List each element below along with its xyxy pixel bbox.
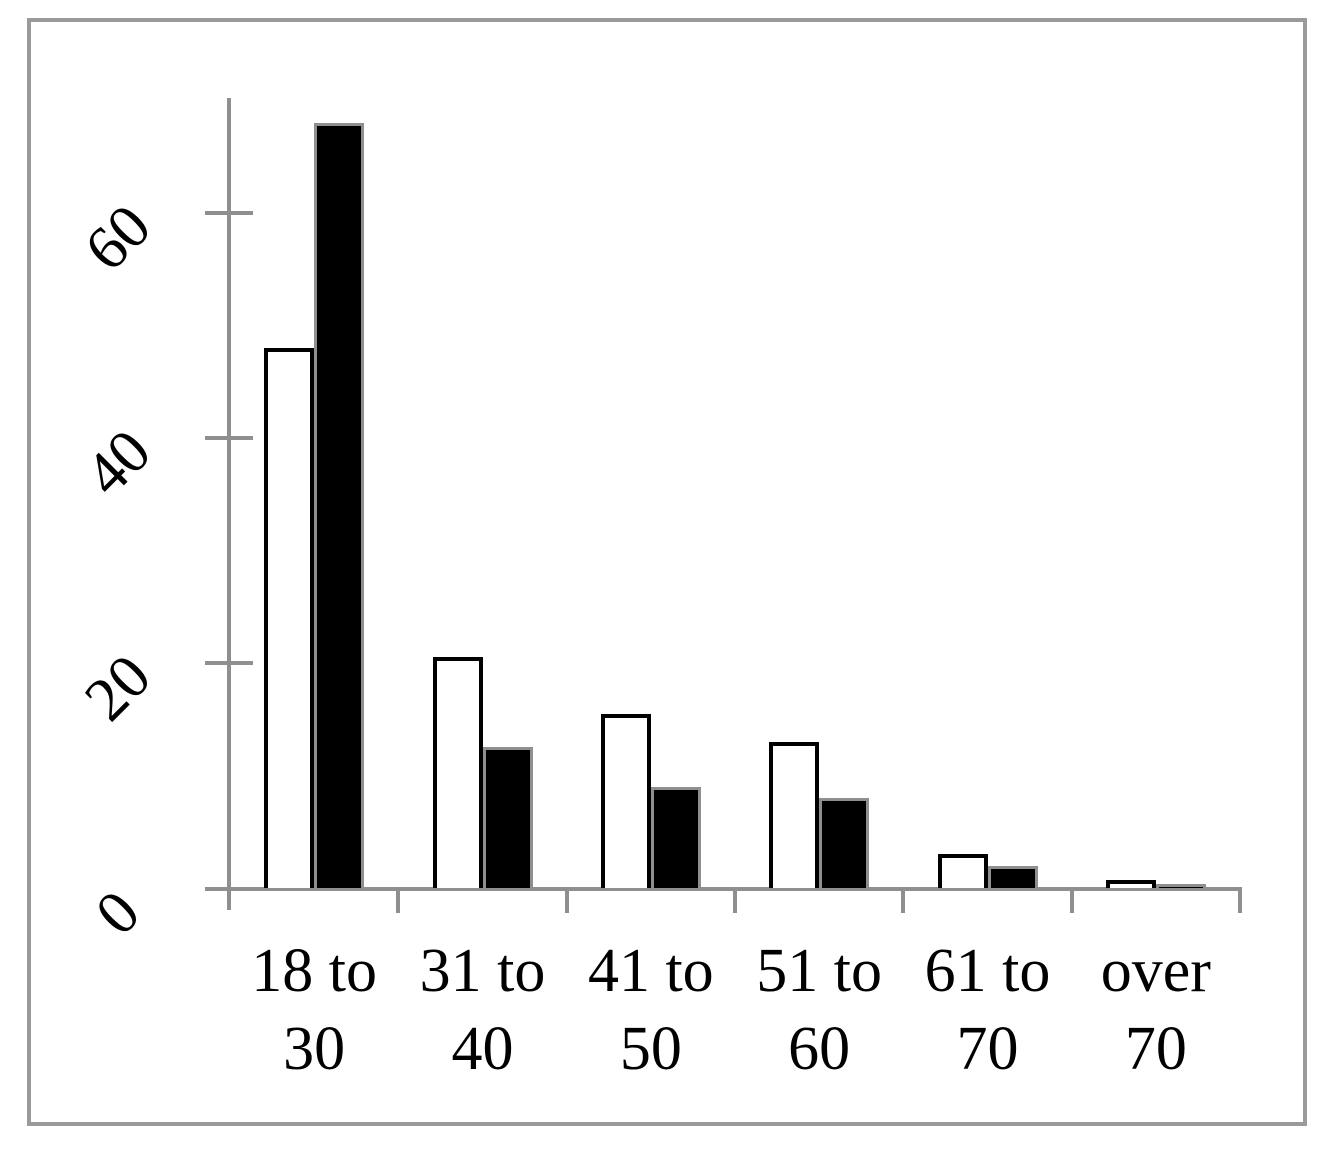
x-axis-category-label-line: 70 — [1124, 1015, 1187, 1083]
bar-white-51-to-60 — [769, 741, 820, 888]
x-axis-tick — [1069, 887, 1074, 913]
x-axis-category-label-line: 61 to — [924, 937, 1051, 1005]
x-axis-tick — [564, 887, 569, 913]
x-axis-category-label: 31 to 40 — [398, 932, 566, 1088]
y-axis-tick — [205, 661, 253, 665]
bar-black-41-to-50 — [650, 786, 701, 888]
x-axis-tick — [1238, 887, 1242, 913]
x-axis — [205, 887, 1240, 891]
bar-black-18-to-30 — [314, 123, 365, 888]
bar-white-41-to-50 — [600, 713, 651, 888]
x-axis-category-label-line: 41 to — [587, 937, 714, 1005]
bar-black-31-to-40 — [482, 747, 533, 888]
y-axis — [227, 98, 231, 910]
bar-white-31-to-40 — [432, 657, 483, 888]
bar-black-51-to-60 — [819, 798, 870, 888]
bar-black-61-to-70 — [987, 865, 1038, 888]
x-axis-category-label-line: 30 — [283, 1015, 346, 1083]
x-axis-category-label-line: 31 to — [419, 937, 546, 1005]
x-axis-tick — [733, 887, 737, 913]
x-axis-category-label-line: 60 — [788, 1015, 851, 1083]
y-axis-tick — [205, 436, 253, 440]
x-axis-category-label-line: 70 — [956, 1015, 1019, 1083]
x-axis-category-label-line: 40 — [451, 1015, 514, 1083]
x-axis-category-label: 51 to 60 — [735, 932, 903, 1088]
x-axis-category-label: 41 to 50 — [567, 932, 735, 1088]
x-axis-category-label: 18 to 30 — [230, 932, 398, 1088]
x-axis-category-label: over 70 — [1072, 932, 1240, 1088]
x-axis-category-label-line: 50 — [619, 1015, 682, 1083]
x-axis-tick — [396, 887, 401, 913]
bar-black-over-70 — [1155, 883, 1206, 888]
x-axis-category-label-line: 51 to — [756, 937, 883, 1005]
bar-white-61-to-70 — [937, 854, 988, 888]
x-axis-category-label: 61 to 70 — [903, 932, 1071, 1088]
figure-frame — [27, 18, 1307, 1126]
y-axis-tick — [205, 211, 253, 215]
x-axis-category-label-line: 18 to — [251, 937, 378, 1005]
x-axis-tick — [901, 887, 906, 913]
bar-white-over-70 — [1105, 880, 1156, 888]
x-axis-category-label-line: over — [1100, 937, 1211, 1005]
bar-white-18-to-30 — [264, 348, 315, 888]
